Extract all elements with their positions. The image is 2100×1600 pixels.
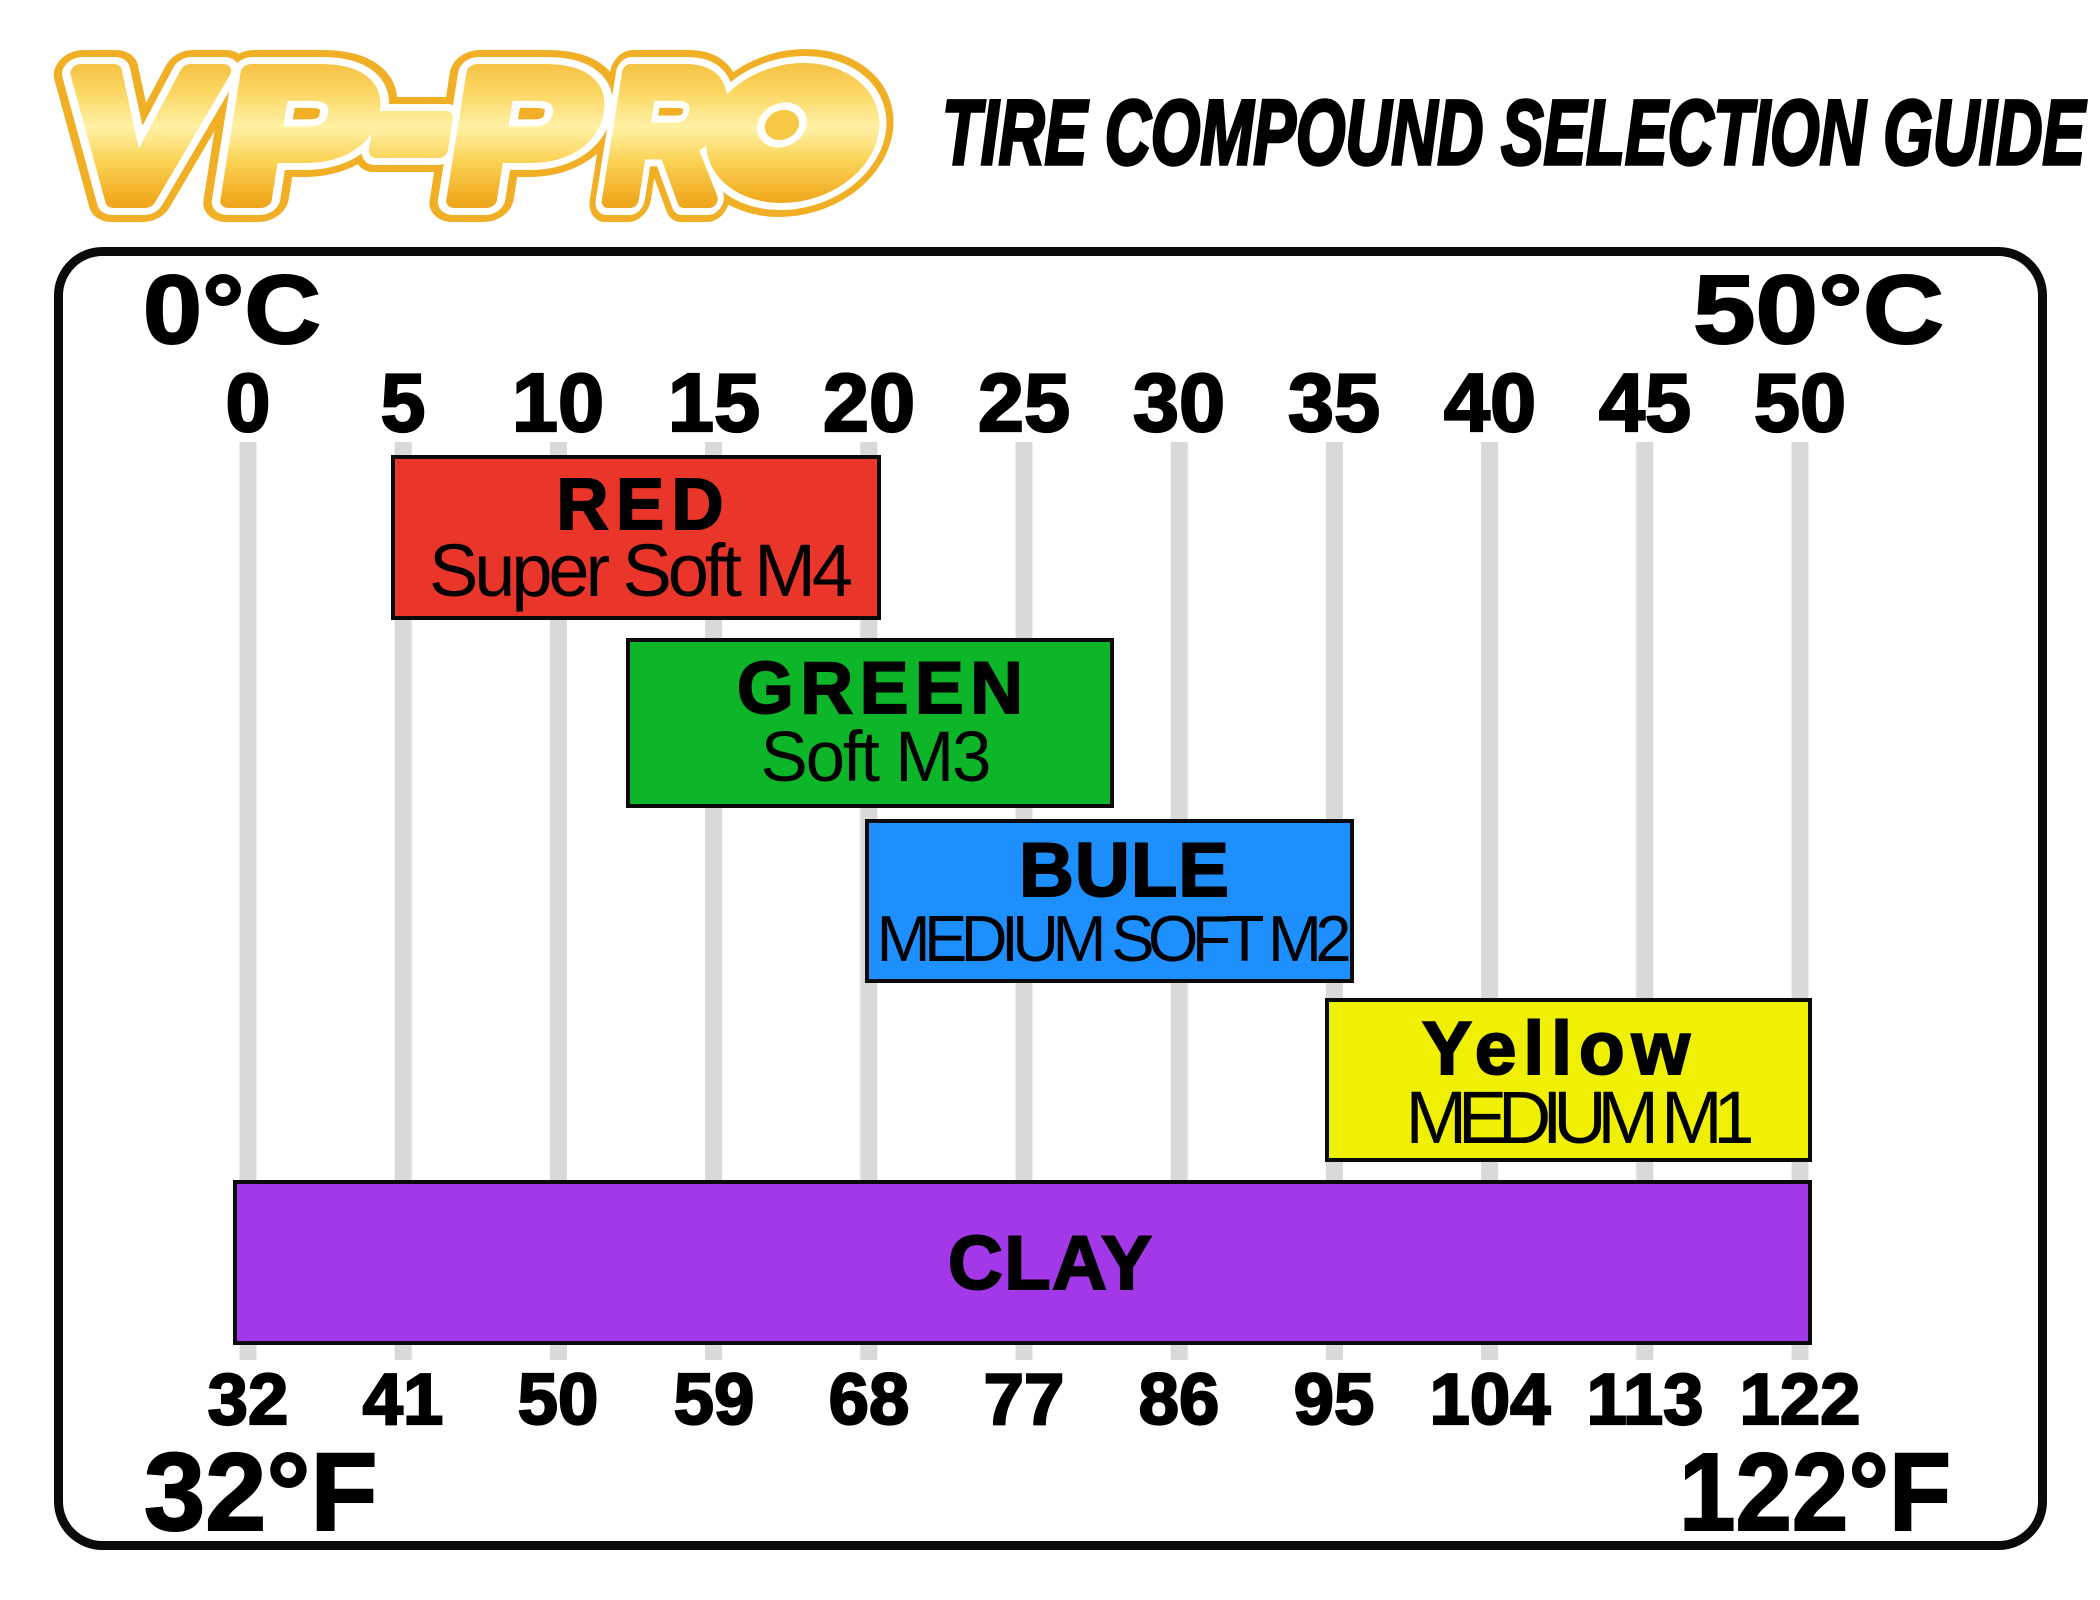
svg-text:95: 95 bbox=[1294, 1359, 1375, 1440]
svg-text:GREEN: GREEN bbox=[737, 648, 1023, 729]
svg-text:10: 10 bbox=[512, 356, 604, 449]
svg-text:45: 45 bbox=[1599, 356, 1691, 449]
svg-text:Yellow: Yellow bbox=[1422, 1006, 1691, 1090]
svg-text:50°C: 50°C bbox=[1693, 255, 1944, 364]
svg-text:BULE: BULE bbox=[1019, 828, 1229, 913]
svg-text:0°C: 0°C bbox=[143, 255, 321, 364]
svg-text:0: 0 bbox=[226, 356, 271, 449]
svg-text:122°F: 122°F bbox=[1679, 1431, 1951, 1554]
svg-text:15: 15 bbox=[668, 356, 760, 449]
svg-text:25: 25 bbox=[978, 356, 1070, 449]
svg-text:113: 113 bbox=[1587, 1359, 1704, 1440]
svg-text:P: P bbox=[209, 32, 391, 240]
svg-text:122: 122 bbox=[1740, 1359, 1861, 1440]
svg-text:59: 59 bbox=[674, 1359, 755, 1440]
svg-text:CLAY: CLAY bbox=[948, 1221, 1152, 1306]
svg-text:104: 104 bbox=[1430, 1359, 1551, 1440]
svg-text:20: 20 bbox=[823, 356, 915, 449]
svg-text:50: 50 bbox=[518, 1359, 599, 1440]
svg-text:77: 77 bbox=[984, 1359, 1065, 1440]
svg-text:Soft M3: Soft M3 bbox=[761, 718, 992, 797]
svg-text:35: 35 bbox=[1288, 356, 1380, 449]
svg-text:RED: RED bbox=[557, 465, 724, 545]
svg-text:68: 68 bbox=[829, 1359, 910, 1440]
svg-text:MEDIUM SOFT M2: MEDIUM SOFT M2 bbox=[877, 902, 1352, 975]
svg-text:32: 32 bbox=[208, 1359, 289, 1440]
svg-text:30: 30 bbox=[1133, 356, 1225, 449]
svg-text:32°F: 32°F bbox=[144, 1431, 378, 1554]
svg-text:40: 40 bbox=[1444, 356, 1536, 449]
svg-text:86: 86 bbox=[1139, 1359, 1220, 1440]
svg-text:50: 50 bbox=[1754, 356, 1846, 449]
svg-text:41: 41 bbox=[363, 1359, 444, 1440]
svg-text:5: 5 bbox=[381, 356, 426, 449]
svg-text:Super Soft M4: Super Soft M4 bbox=[429, 529, 853, 612]
svg-text:MEDIUM M1: MEDIUM M1 bbox=[1406, 1076, 1755, 1159]
svg-text:TIRE COMPOUND SELECTION GUIDE: TIRE COMPOUND SELECTION GUIDE bbox=[942, 82, 2087, 184]
